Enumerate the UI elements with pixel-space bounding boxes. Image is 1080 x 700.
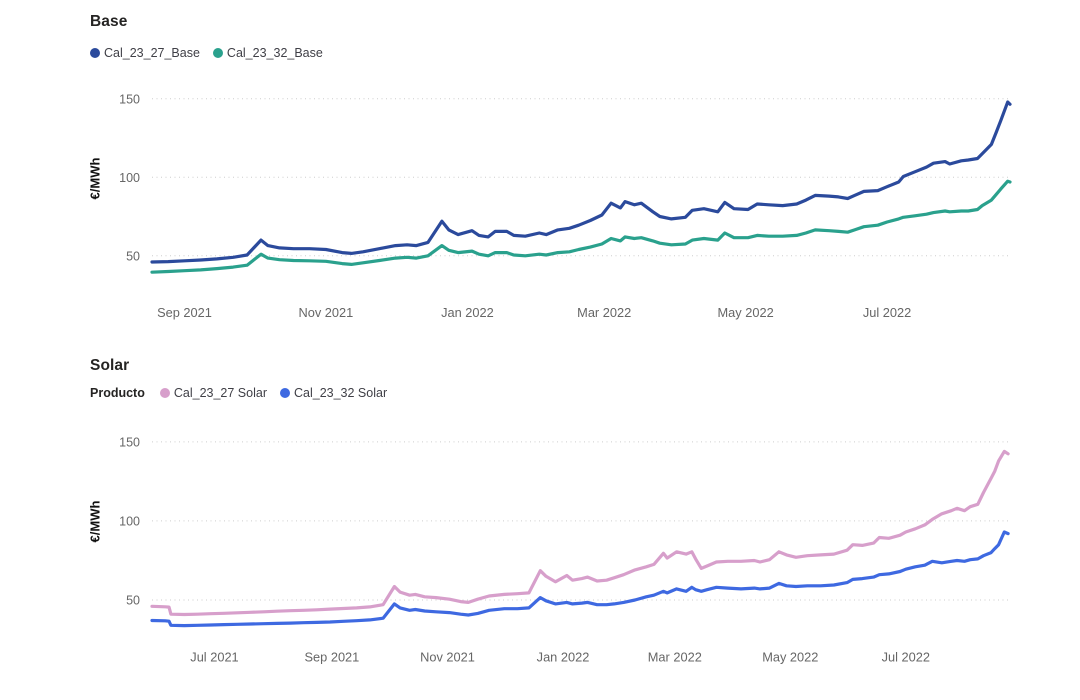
y-tick-label: 50 (126, 594, 140, 608)
legend-item[interactable]: Cal_23_27_Base (90, 46, 200, 60)
legend-item-label: Cal_23_32 Solar (293, 386, 388, 400)
legend-item-label: Cal_23_27 Solar (173, 386, 267, 400)
x-tick-label: Sep 2021 (305, 650, 360, 665)
line-series[interactable] (150, 100, 1012, 264)
x-tick-label: May 2022 (717, 305, 773, 320)
x-tick-label: Nov 2021 (299, 305, 354, 320)
x-tick-label: Sep 2021 (157, 305, 212, 320)
x-tick-label: Nov 2021 (420, 650, 475, 665)
line-series[interactable] (150, 530, 1010, 628)
legend-item-label: Cal_23_32_Base (226, 46, 323, 60)
x-tick-label: Mar 2022 (648, 650, 702, 665)
x-tick-label: Jul 2022 (863, 305, 911, 320)
x-tick-label: Jan 2022 (441, 305, 494, 320)
line-series[interactable] (150, 179, 1012, 274)
x-tick-label: Jul 2021 (190, 650, 238, 665)
x-tick-label: Mar 2022 (577, 305, 631, 320)
x-tick-label: Jan 2022 (537, 650, 590, 665)
solar-plot-area[interactable]: 50 100 150 Jul 2021 Sep 2021 Nov 2021 Jan 2022… (95, 428, 1020, 683)
y-tick-label: 100 (119, 514, 140, 528)
legend-dot-icon (279, 388, 290, 398)
chart-title-base: Base (90, 13, 128, 30)
legend-item[interactable]: Cal_23_32_Base (212, 46, 323, 60)
line-series[interactable] (150, 449, 1010, 617)
legend-item[interactable]: Cal_23_27 Solar (159, 386, 267, 400)
legend-dot-icon (90, 48, 100, 58)
x-tick-label: May 2022 (762, 650, 818, 665)
legend-item-label: Cal_23_27_Base (104, 46, 200, 60)
y-tick-label: 150 (119, 435, 140, 449)
legend-item[interactable]: Cal_23_32 Solar (279, 386, 388, 400)
legend-header-producto: Producto (90, 386, 145, 400)
legend-dot-icon (159, 388, 170, 398)
chart-title-solar: Solar (90, 357, 130, 374)
legend-dot-icon (212, 48, 223, 58)
base-plot-area[interactable]: 50 100 150 Sep 2021 Nov 2021 Jan 2022 Mar 2022… (95, 85, 1020, 335)
y-tick-label: 50 (126, 249, 140, 263)
y-tick-label: 150 (119, 92, 140, 106)
solar-legend: Producto Cal_23_27 Solar Cal_23_32 Solar (90, 386, 387, 400)
x-tick-label: Jul 2022 (882, 650, 930, 665)
y-tick-label: 100 (119, 171, 140, 185)
base-legend: Cal_23_27_Base Cal_23_32_Base (90, 46, 323, 60)
